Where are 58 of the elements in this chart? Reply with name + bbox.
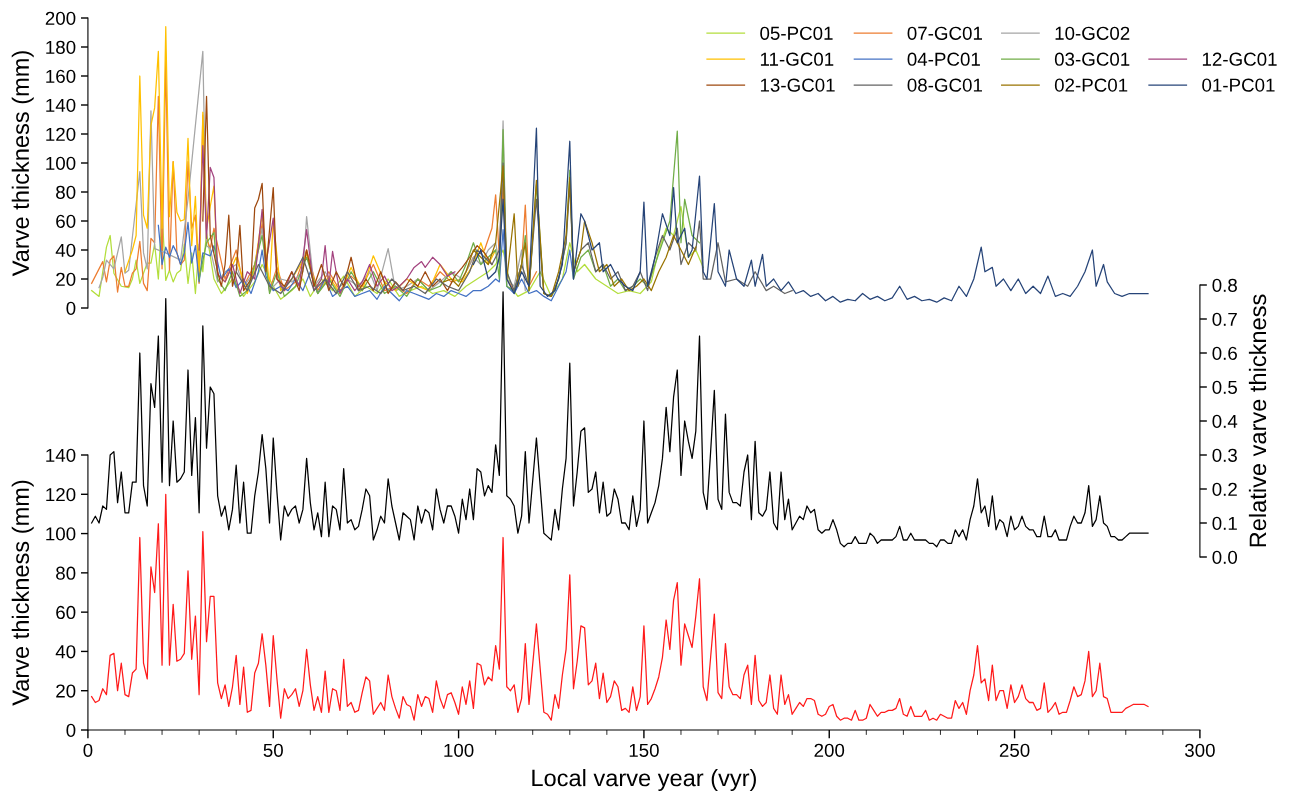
y-tick-label: 120 xyxy=(46,127,76,141)
line-series xyxy=(91,205,704,300)
legend-label: 03-GC01 xyxy=(1054,52,1130,66)
y-tick-label: 100 xyxy=(46,156,76,170)
y2-tick-label: 0.8 xyxy=(1212,278,1237,292)
legend-label: 08-GC01 xyxy=(907,78,982,92)
y-tick-label: 180 xyxy=(46,40,76,54)
x-tick-label: 0 xyxy=(83,743,93,757)
line-series xyxy=(198,144,456,295)
y-tick-label: 160 xyxy=(46,69,76,83)
y2-tick-label: 0.5 xyxy=(1212,380,1237,394)
x-tick-label: 150 xyxy=(629,743,659,757)
y-tick-label: 40 xyxy=(55,645,76,659)
y2-tick-label: 0.0 xyxy=(1212,550,1238,564)
legend-label: 02-PC01 xyxy=(1054,78,1128,92)
x-tick-label: 300 xyxy=(1184,743,1215,757)
y-axis-title: Varve thickness (mm) xyxy=(11,51,34,277)
y-tick-label: 80 xyxy=(56,185,76,199)
x-tick-label: 50 xyxy=(263,743,283,757)
y2-tick-label: 0.7 xyxy=(1212,312,1237,326)
y-tick-label: 140 xyxy=(46,448,76,462)
x-tick-label: 100 xyxy=(444,743,474,757)
legend-label: 01-PC01 xyxy=(1202,78,1275,92)
legend-label: 12-GC01 xyxy=(1202,52,1277,66)
legend-label: 04-PC01 xyxy=(907,52,980,66)
y-tick-label: 20 xyxy=(56,684,76,698)
y2-tick-label: 0.3 xyxy=(1212,448,1237,462)
y-tick-label: 140 xyxy=(46,98,76,112)
y2-tick-label: 0.4 xyxy=(1212,414,1238,428)
y-tick-label: 0 xyxy=(66,301,76,315)
x-tick-label: 250 xyxy=(999,743,1030,757)
legend-label: 13-GC01 xyxy=(760,78,835,92)
x-axis-title: Local varve year (vyr) xyxy=(532,769,756,792)
y-tick-label: 40 xyxy=(55,243,76,257)
y2-tick-label: 0.2 xyxy=(1212,482,1237,496)
y-tick-label: 100 xyxy=(46,527,76,541)
y-tick-label: 60 xyxy=(56,214,76,228)
y2-tick-label: 0.6 xyxy=(1212,346,1237,360)
line-series xyxy=(157,221,575,302)
line-series xyxy=(202,95,493,295)
y-tick-label: 60 xyxy=(56,605,76,620)
y2-tick-label: 0.1 xyxy=(1212,516,1237,530)
y-axis-title: Varve thickness (mm) xyxy=(11,480,34,706)
y-tick-label: 120 xyxy=(46,487,76,502)
line-series xyxy=(91,291,1149,548)
legend-label: 05-PC01 xyxy=(760,26,833,40)
legend-label: 11-GC01 xyxy=(760,52,834,66)
line-series xyxy=(443,165,697,298)
y-tick-label: 80 xyxy=(56,566,76,580)
y-tick-label: 20 xyxy=(56,272,76,286)
y-tick-label: 0 xyxy=(66,723,76,737)
y2-axis-title: Relative varve thickness xyxy=(1248,294,1267,547)
legend-label: 07-GC01 xyxy=(907,26,982,40)
line-series xyxy=(472,127,1149,303)
y-tick-label: 200 xyxy=(45,11,76,25)
legend-label: 10-GC02 xyxy=(1055,26,1130,40)
x-tick-label: 200 xyxy=(814,743,845,757)
line-series xyxy=(91,493,1149,721)
